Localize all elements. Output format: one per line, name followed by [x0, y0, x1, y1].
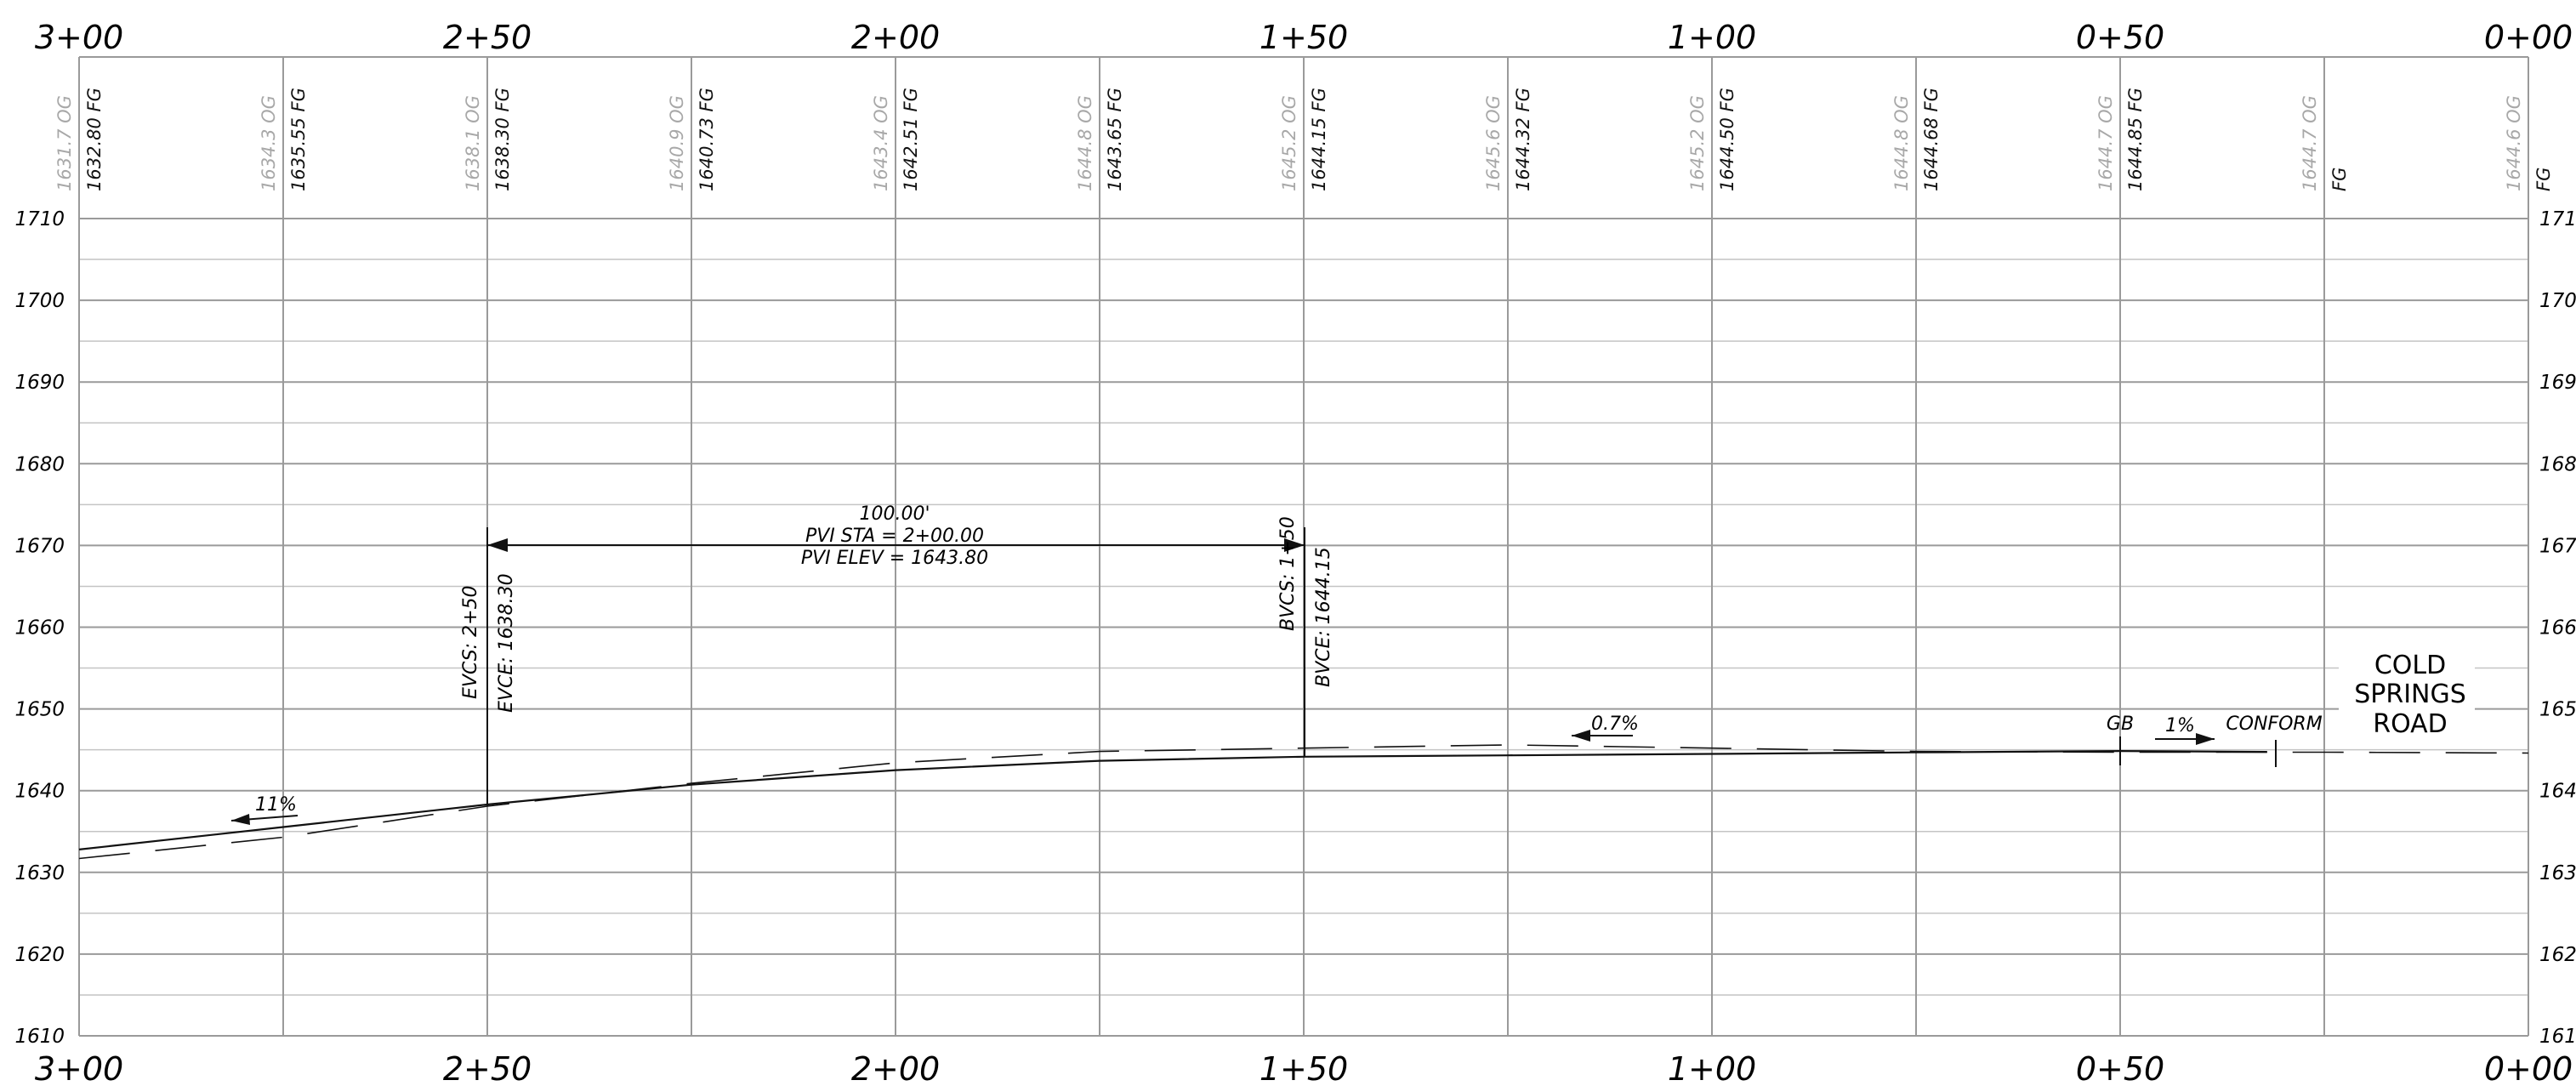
left-elevation-label: 1710	[14, 208, 65, 230]
right-elevation-label: 1680	[2539, 453, 2576, 475]
road-name-line-2: SPRINGS	[2354, 679, 2466, 709]
top-station-label: 2+50	[443, 19, 532, 56]
pvi-station-label: PVI STA = 2+00.00	[805, 526, 984, 547]
top-station-label: 0+50	[2076, 19, 2164, 56]
gb-label: GB	[2107, 714, 2134, 735]
proposed-grade-elevation-label: 1638.30 FG	[492, 88, 513, 191]
left-elevation-label: 1690	[14, 372, 65, 394]
right-elevation-label: 1640	[2539, 781, 2576, 803]
existing-ground-elevation-label: 1644.7 OG	[2095, 95, 2116, 191]
right-elevation-label: 1620	[2539, 944, 2576, 966]
existing-ground-elevation-label: 1640.9 OG	[667, 95, 687, 191]
proposed-grade-elevation-label: 1642.51 FG	[901, 88, 921, 191]
top-station-label: 0+00	[2484, 19, 2573, 56]
proposed-grade-elevation-label: 1635.55 FG	[288, 88, 309, 191]
mid-grade-arrowhead-icon	[1572, 730, 1590, 742]
left-elevation-label: 1670	[14, 535, 65, 557]
bvc-station-label: BVCS: 1+50	[1277, 516, 1299, 631]
left-elevation-label: 1680	[14, 453, 65, 475]
bvc-elevation-label: BVCE: 1644.15	[1313, 547, 1334, 687]
arrowhead-right-icon	[1284, 538, 1305, 552]
vertical-curve-annotation: 100.00' PVI STA = 2+00.00 PVI ELEV = 164…	[460, 503, 1334, 806]
top-station-label: 2+00	[851, 19, 940, 56]
right-elevation-label: 1610	[2539, 1026, 2576, 1048]
left-elevation-label: 1700	[14, 290, 65, 312]
left-grade-arrowhead-icon	[231, 814, 250, 825]
evc-station-label: EVCS: 2+50	[460, 585, 481, 699]
elevation-column-labels: 1631.7 OG 1632.80 FG 1634.3 OG 1635.55 FG 16…	[54, 88, 2554, 191]
right-grade-label: 1%	[2165, 715, 2195, 736]
right-elevation-axis: 1710 1700 1690 1680 1670 1660 1650 1640 1630 1620…	[2539, 208, 2576, 1048]
bottom-station-labels: 3+00 2+50 2+00 1+50 1+00 0+50 0+00	[35, 1050, 2573, 1086]
evc-elevation-label: EVCE: 1638.30	[496, 573, 517, 713]
existing-ground-elevation-label: 1638.1 OG	[463, 95, 483, 191]
left-elevation-label: 1630	[14, 862, 65, 884]
proposed-grade-elevation-label: 1644.68 FG	[1921, 88, 1942, 191]
pvi-elevation-label: PVI ELEV = 1643.80	[801, 548, 988, 569]
mid-grade-label: 0.7%	[1591, 714, 1639, 735]
existing-ground-elevation-label: 1644.7 OG	[2300, 95, 2320, 191]
left-elevation-label: 1650	[14, 699, 65, 721]
left-elevation-axis: 1710 1700 1690 1680 1670 1660 1650 1640 1630 1620…	[14, 208, 65, 1048]
road-name-mask	[2339, 649, 2475, 742]
proposed-grade-elevation-label: FG	[2533, 168, 2554, 191]
proposed-grade-elevation-label: 1644.50 FG	[1717, 88, 1737, 191]
left-elevation-label: 1610	[14, 1026, 65, 1048]
bottom-station-label: 0+50	[2076, 1050, 2164, 1086]
right-elevation-label: 1670	[2539, 535, 2576, 557]
vc-length-label: 100.00'	[859, 503, 930, 525]
top-station-label: 1+00	[1668, 19, 1756, 56]
road-name-line-1: COLD	[2374, 651, 2446, 680]
bottom-station-label: 1+00	[1668, 1050, 1756, 1086]
existing-ground-elevation-label: 1645.2 OG	[1687, 95, 1708, 191]
top-station-label: 1+50	[1260, 19, 1348, 56]
left-elevation-label: 1660	[14, 617, 65, 640]
existing-ground-elevation-label: 1644.6 OG	[2504, 95, 2524, 191]
proposed-grade-elevation-label: 1632.80 FG	[84, 88, 105, 191]
right-elevation-label: 1690	[2539, 372, 2576, 394]
existing-ground-elevation-label: 1631.7 OG	[54, 95, 75, 191]
existing-ground-elevation-label: 1645.6 OG	[1483, 95, 1504, 191]
existing-ground-elevation-label: 1644.8 OG	[1075, 95, 1095, 191]
bottom-station-label: 3+00	[35, 1050, 123, 1086]
existing-ground-elevation-label: 1634.3 OG	[259, 95, 279, 191]
road-name-callout: COLD SPRINGS ROAD	[2339, 649, 2475, 742]
bottom-station-label: 2+50	[443, 1050, 532, 1086]
top-station-label: 3+00	[35, 19, 123, 56]
left-elevation-label: 1620	[14, 944, 65, 966]
road-name-line-3: ROAD	[2373, 709, 2448, 739]
bottom-station-label: 0+00	[2484, 1050, 2573, 1086]
proposed-grade-elevation-label: 1644.85 FG	[2125, 88, 2146, 191]
bottom-station-label: 2+00	[851, 1050, 940, 1086]
proposed-grade-elevation-label: 1644.15 FG	[1309, 88, 1329, 191]
proposed-grade-elevation-label: FG	[2329, 168, 2350, 191]
grade-annotations: 11% 0.7% 1% GB CONFORM	[230, 714, 2323, 825]
proposed-grade-line	[78, 749, 2267, 850]
proposed-grade-elevation-label: 1644.32 FG	[1513, 88, 1533, 191]
right-elevation-label: 1650	[2539, 699, 2576, 721]
top-station-labels: 3+00 2+50 2+00 1+50 1+00 0+50 0+00	[35, 19, 2573, 56]
existing-ground-elevation-label: 1643.4 OG	[871, 95, 891, 191]
bottom-station-label: 1+50	[1260, 1050, 1348, 1086]
arrowhead-left-icon	[487, 538, 508, 552]
right-elevation-label: 1660	[2539, 617, 2576, 640]
proposed-grade-elevation-label: 1640.73 FG	[697, 88, 717, 191]
left-grade-label: 11%	[255, 794, 297, 816]
proposed-grade-elevation-label: 1643.65 FG	[1105, 88, 1125, 191]
existing-ground-elevation-label: 1645.2 OG	[1279, 95, 1299, 191]
existing-ground-elevation-label: 1644.8 OG	[1891, 95, 1912, 191]
left-elevation-label: 1640	[14, 781, 65, 803]
right-elevation-label: 1630	[2539, 862, 2576, 884]
right-grade-arrowhead-icon	[2196, 733, 2215, 745]
right-elevation-label: 1700	[2539, 290, 2576, 312]
right-elevation-label: 1710	[2539, 208, 2576, 230]
conform-label: CONFORM	[2226, 714, 2322, 735]
